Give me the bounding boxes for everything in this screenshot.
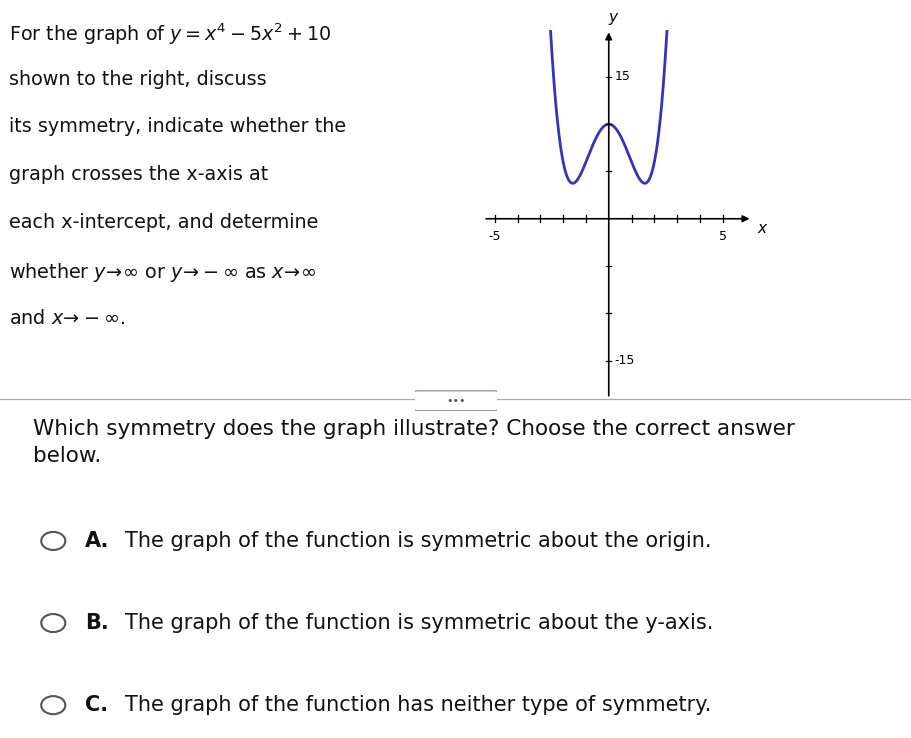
Text: y: y xyxy=(608,10,617,25)
Text: whether $y\!\rightarrow\!\infty$ or $y\!\rightarrow\! -\infty$ as $x\!\rightarro: whether $y\!\rightarrow\!\infty$ or $y\!… xyxy=(9,261,316,284)
Text: 5: 5 xyxy=(718,230,726,243)
Text: graph crosses the x-axis at: graph crosses the x-axis at xyxy=(9,165,268,184)
Text: The graph of the function is symmetric about the y-axis.: The graph of the function is symmetric a… xyxy=(126,613,713,633)
Text: The graph of the function is symmetric about the origin.: The graph of the function is symmetric a… xyxy=(126,531,711,551)
Text: each x-intercept, and determine: each x-intercept, and determine xyxy=(9,213,318,232)
Text: •••: ••• xyxy=(445,396,466,406)
Text: C.: C. xyxy=(86,695,108,715)
Text: The graph of the function has neither type of symmetry.: The graph of the function has neither ty… xyxy=(126,695,711,715)
Text: Which symmetry does the graph illustrate? Choose the correct answer
below.: Which symmetry does the graph illustrate… xyxy=(33,419,794,466)
Text: shown to the right, discuss: shown to the right, discuss xyxy=(9,69,266,89)
Text: -15: -15 xyxy=(614,354,634,368)
Text: and $x\!\rightarrow\! -\infty$.: and $x\!\rightarrow\! -\infty$. xyxy=(9,308,125,328)
Text: B.: B. xyxy=(86,613,109,633)
Text: -5: -5 xyxy=(488,230,500,243)
FancyBboxPatch shape xyxy=(412,391,499,410)
Text: A.: A. xyxy=(86,531,109,551)
Text: 15: 15 xyxy=(614,70,630,83)
Text: its symmetry, indicate whether the: its symmetry, indicate whether the xyxy=(9,117,346,137)
Text: x: x xyxy=(756,221,765,235)
Text: For the graph of $y = x^4 - 5x^2 + 10$: For the graph of $y = x^4 - 5x^2 + 10$ xyxy=(9,22,331,47)
